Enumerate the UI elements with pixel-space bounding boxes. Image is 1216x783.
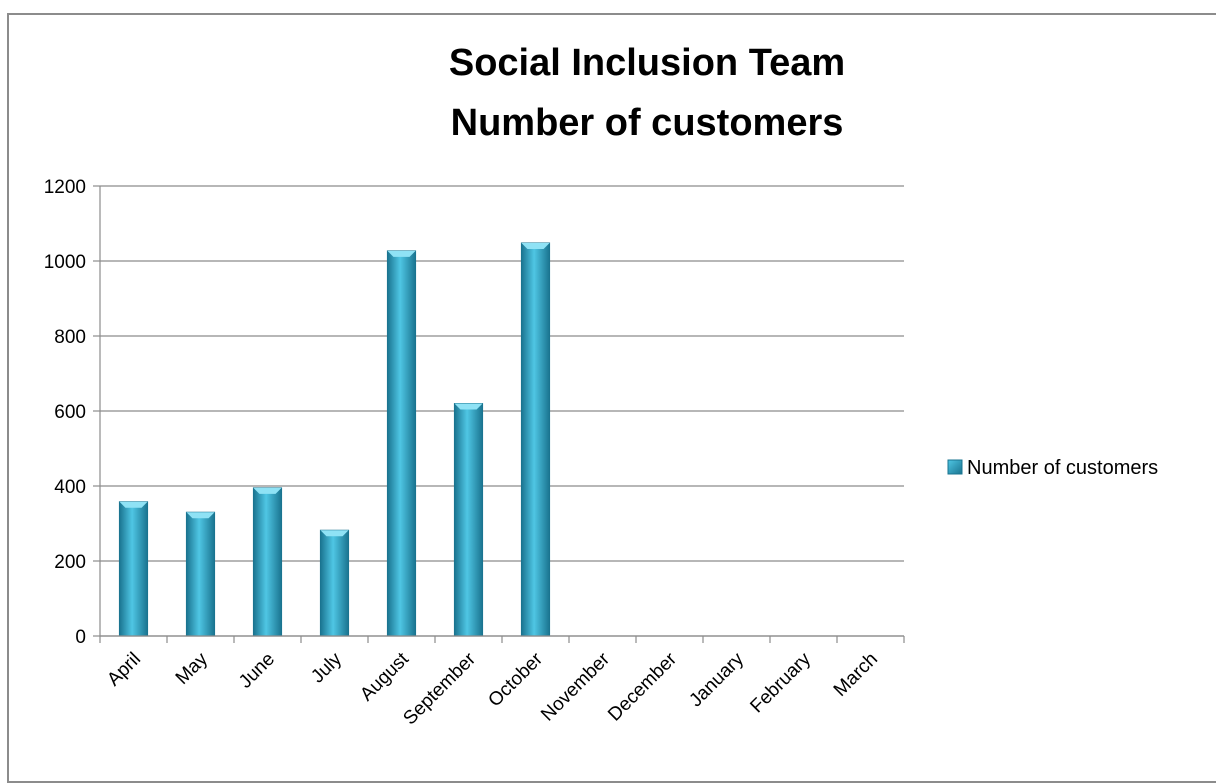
bar-body	[252, 487, 283, 637]
y-tick-label: 200	[54, 552, 86, 573]
bar-top	[521, 243, 550, 249]
bars	[118, 242, 551, 637]
bar	[386, 250, 417, 637]
x-tick-label: March	[830, 649, 882, 701]
bar-body	[118, 501, 149, 637]
y-tick-label: 0	[75, 627, 86, 648]
x-tick-label: November	[537, 648, 614, 725]
x-tick-label: May	[172, 648, 213, 689]
y-tick-label: 1200	[44, 177, 86, 198]
bar	[520, 242, 551, 637]
x-tick-label: February	[746, 648, 815, 717]
x-tick-label: October	[484, 648, 547, 711]
y-tick-label: 1000	[44, 252, 86, 273]
bar-chart: Social Inclusion Team Number of customer…	[44, 42, 1158, 729]
bar	[118, 501, 149, 637]
bar-body	[520, 242, 551, 637]
bar-body	[319, 529, 350, 637]
x-tick-label: April	[103, 649, 145, 691]
chart-frame: Social Inclusion Team Number of customer…	[7, 13, 1216, 783]
bar	[319, 529, 350, 637]
x-tick-label: September	[399, 648, 480, 729]
x-tick-label: December	[604, 648, 681, 725]
chart-title: Social Inclusion Team Number of customer…	[449, 42, 845, 144]
y-axis: 0 200 400 600 800 1000 1200	[44, 177, 101, 648]
y-tick-label: 800	[54, 327, 86, 348]
bar	[185, 511, 216, 637]
bar-body	[386, 250, 417, 637]
bar-body	[453, 403, 484, 637]
bar-top	[119, 501, 148, 508]
bar	[453, 403, 484, 637]
chart-title-line-2: Number of customers	[451, 102, 844, 144]
x-tick-label: January	[685, 648, 748, 711]
bar-top	[454, 403, 483, 410]
bar-top	[387, 250, 416, 257]
legend-swatch	[947, 459, 963, 475]
bar-top	[186, 512, 215, 519]
chart-title-line-1: Social Inclusion Team	[449, 42, 845, 84]
x-tick-label: June	[235, 649, 279, 693]
y-tick-label: 400	[54, 477, 86, 498]
bar	[252, 487, 283, 637]
bar-top	[253, 487, 282, 494]
x-tick-label: July	[307, 648, 346, 687]
gridlines	[100, 185, 904, 637]
bar-body	[185, 511, 216, 637]
y-tick-label: 600	[54, 402, 86, 423]
legend: Number of customers	[947, 457, 1158, 479]
legend-label: Number of customers	[967, 457, 1158, 479]
x-tick-label: August	[356, 648, 413, 705]
bar-top	[320, 530, 349, 537]
